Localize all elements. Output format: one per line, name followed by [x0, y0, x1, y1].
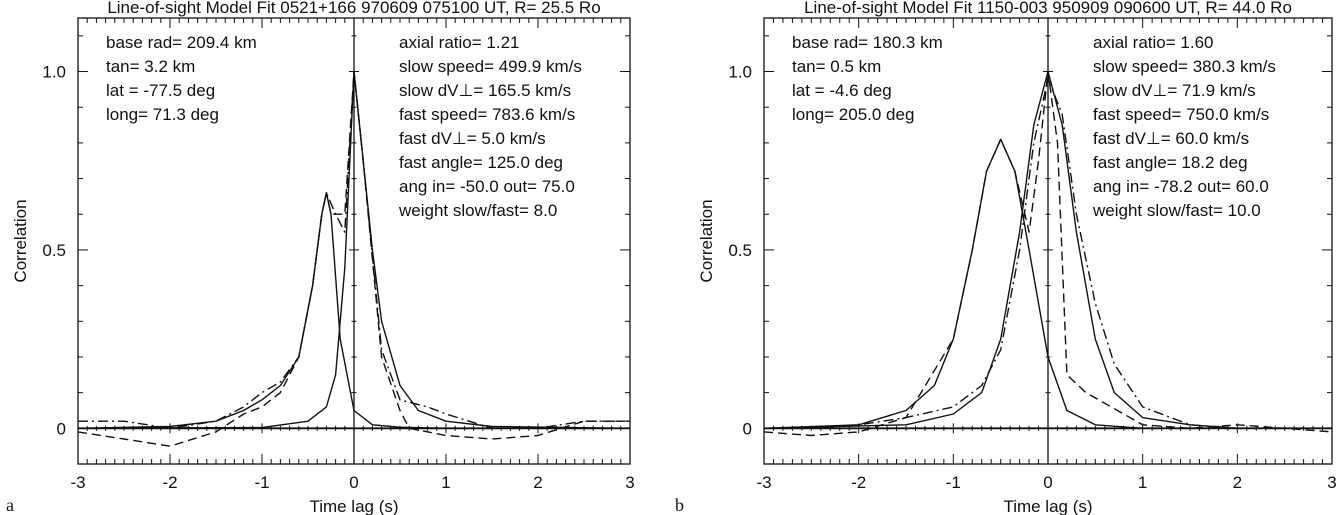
fit-param-right: slow dV⊥= 71.9 km/s: [1093, 81, 1256, 100]
x-tick-label: 1: [1138, 473, 1147, 492]
fit-param-left: base rad= 209.4 km: [106, 33, 257, 52]
fit-param-left: tan= 3.2 km: [106, 57, 195, 76]
fit-param-left: base rad= 180.3 km: [792, 33, 943, 52]
fit-param-right: weight slow/fast= 10.0: [1092, 201, 1261, 220]
y-tick-label: 1.0: [42, 63, 66, 82]
fit-param-right: fast speed= 783.6 km/s: [399, 105, 575, 124]
fit-param-left: long= 71.3 deg: [106, 105, 219, 124]
x-tick-label: 3: [1327, 473, 1336, 492]
fit-param-right: slow speed= 380.3 km/s: [1093, 57, 1276, 76]
fit-param-right: fast angle= 125.0 deg: [399, 153, 563, 172]
y-tick-label: 0: [743, 419, 752, 438]
fit-param-right: fast speed= 750.0 km/s: [1093, 105, 1269, 124]
x-tick-label: -1: [254, 473, 269, 492]
fit-param-left: lat = -4.6 deg: [792, 81, 892, 100]
chart-panel-a: -3 -2 -1 0 1 2 3 0 0.5 1.0 Line-of-sight Model Fit…: [6, 0, 635, 515]
series-line-dashed: [763, 70, 1333, 437]
fit-param-left: lat = -77.5 deg: [106, 81, 215, 100]
fit-param-right: fast dV⊥= 60.0 km/s: [1093, 129, 1249, 148]
fit-param-right: ang in= -50.0 out= 75.0: [399, 177, 575, 196]
x-tick-label: -2: [851, 473, 866, 492]
y-tick-label: 0: [57, 419, 66, 438]
y-tick-label: 0.5: [42, 241, 66, 260]
x-tick-label: -3: [756, 473, 771, 492]
x-tick-label: 0: [1043, 473, 1052, 492]
fit-param-left: long= 205.0 deg: [792, 105, 914, 124]
panel-label: b: [675, 495, 684, 515]
panel-label: a: [6, 495, 14, 515]
series-line-solid: [77, 192, 630, 429]
x-axis-title: Time lag (s): [1003, 497, 1092, 515]
chart-panel-b: -3 -2 -1 0 1 2 3 0 0.5 1.0 Line-of-sight Model Fit…: [669, 0, 1338, 515]
fit-param-right: ang in= -78.2 out= 60.0: [1093, 177, 1269, 196]
x-tick-label: -3: [70, 473, 85, 492]
x-tick-label: 3: [625, 473, 634, 492]
fit-param-right: slow speed= 499.9 km/s: [399, 57, 582, 76]
chart-title: Line-of-sight Model Fit 0521+166 970609 …: [107, 0, 600, 17]
fit-param-right: axial ratio= 1.21: [399, 33, 520, 52]
chart-a-svg: -3 -2 -1 0 1 2 3 0 0.5 1.0 Line-of-sight Model Fit…: [6, 0, 635, 515]
series-line-dashdot: [764, 78, 1332, 429]
y-axis-title: Correlation: [697, 199, 716, 282]
y-axis-title: Correlation: [11, 199, 30, 282]
y-tick-label: 1.0: [728, 63, 752, 82]
y-tick-label: 0.5: [728, 241, 752, 260]
fit-param-right: fast dV⊥= 5.0 km/s: [399, 129, 546, 148]
fit-param-right: fast angle= 18.2 deg: [1093, 153, 1248, 172]
fit-param-right: weight slow/fast= 8.0: [398, 201, 557, 220]
chart-b-svg: -3 -2 -1 0 1 2 3 0 0.5 1.0 Line-of-sight Model Fit…: [675, 0, 1337, 515]
fit-param-left: tan= 0.5 km: [792, 57, 881, 76]
x-tick-label: 0: [349, 473, 358, 492]
x-tick-label: 2: [533, 473, 542, 492]
series-line-dashdot: [78, 70, 630, 429]
x-axis-title: Time lag (s): [309, 497, 398, 515]
x-tick-label: -1: [946, 473, 961, 492]
x-tick-label: 2: [1233, 473, 1242, 492]
fit-param-right: axial ratio= 1.60: [1093, 33, 1214, 52]
x-tick-label: 1: [441, 473, 450, 492]
x-tick-label: -2: [162, 473, 177, 492]
chart-title: Line-of-sight Model Fit 1150-003 950909 …: [804, 0, 1292, 17]
fit-param-right: slow dV⊥= 165.5 km/s: [399, 81, 571, 100]
